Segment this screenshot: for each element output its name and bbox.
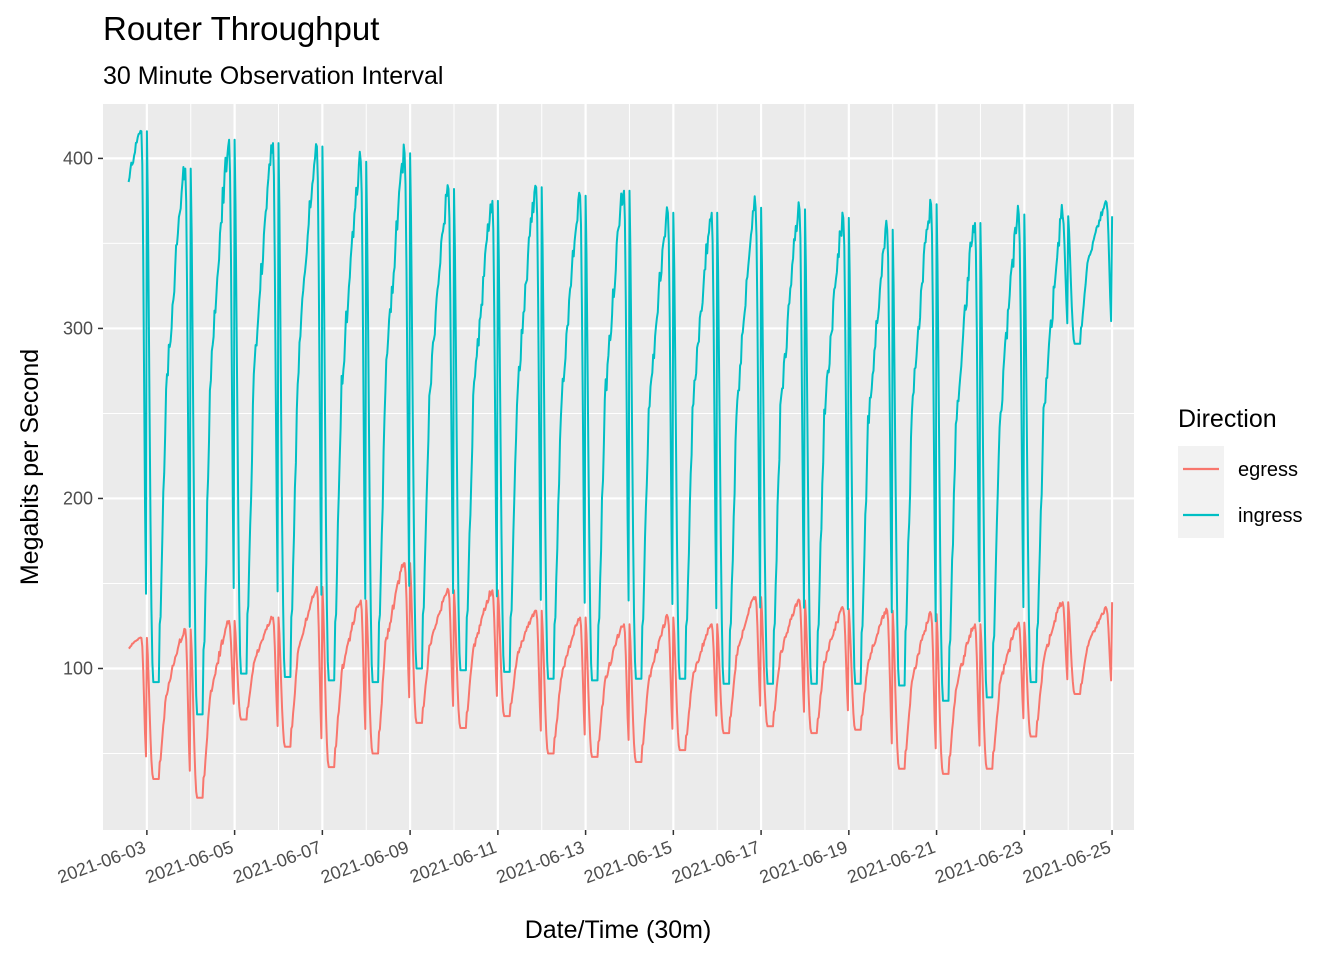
x-tick-label: 2021-06-25 [1020,837,1113,887]
x-tick-label: 2021-06-19 [757,837,850,887]
x-tick-label: 2021-06-11 [407,837,499,887]
series-line-ingress [127,129,1114,716]
x-tick-label: 2021-06-13 [494,837,587,887]
x-axis: 2021-06-032021-06-052021-06-072021-06-09… [55,830,1113,887]
y-tick-label: 400 [63,148,93,168]
x-tick-label: 2021-06-07 [230,837,323,887]
legend-label-egress: egress [1238,459,1298,481]
legend: Direction egress ingress [1178,405,1302,538]
x-tick-label: 2021-06-17 [669,837,762,887]
x-tick-label: 2021-06-05 [143,837,236,887]
chart-title: Router Throughput [103,10,379,47]
x-tick-label: 2021-06-21 [845,837,938,887]
x-axis-title: Date/Time (30m) [525,916,712,944]
y-tick-label: 200 [63,488,93,508]
y-axis-title: Megabits per Second [16,349,44,585]
legend-label-ingress: ingress [1238,505,1302,527]
x-tick-label: 2021-06-23 [932,837,1025,887]
y-tick-label: 300 [63,318,93,338]
x-tick-label: 2021-06-03 [55,837,148,887]
x-tick-label: 2021-06-15 [581,837,674,887]
chart-subtitle: 30 Minute Observation Interval [103,62,443,90]
series-lines [127,129,1114,799]
x-tick-label: 2021-06-09 [318,837,411,887]
y-axis: 100 200 300 400 [63,148,103,678]
series-line-egress [128,562,1114,799]
y-tick-label: 100 [63,658,93,678]
legend-title: Direction [1178,405,1277,433]
